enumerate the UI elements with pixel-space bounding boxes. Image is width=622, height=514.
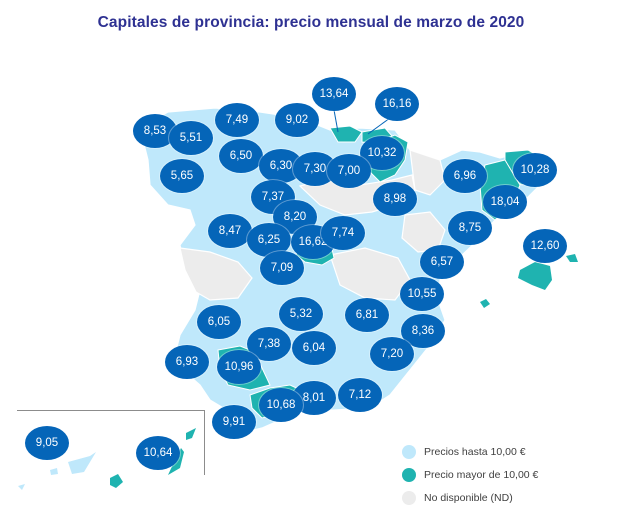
high-region-mallorca: [518, 262, 552, 290]
price-badge[interactable]: 5,51: [169, 121, 213, 155]
canary-tenerife: [68, 452, 96, 474]
nd-region-extremadura: [179, 247, 253, 301]
high-region-ibiza: [480, 299, 490, 308]
price-badge[interactable]: 13,64: [312, 77, 356, 111]
price-badge[interactable]: 6,81: [345, 298, 389, 332]
price-badge[interactable]: 10,28: [513, 153, 557, 187]
legend: Precios hasta 10,00 € Precio mayor de 10…: [402, 440, 538, 509]
price-badge[interactable]: 12,60: [523, 229, 567, 263]
price-badge[interactable]: 10,96: [217, 350, 261, 384]
canary-inset-frame: [17, 410, 205, 475]
leader-line-gipuzkoa: [367, 117, 391, 135]
leader-line-bizkaia: [333, 109, 339, 133]
canary-gran-canaria: [110, 474, 123, 488]
legend-item-nd: No disponible (ND): [402, 486, 538, 509]
price-badge[interactable]: 9,02: [275, 103, 319, 137]
legend-item-low: Precios hasta 10,00 €: [402, 440, 538, 463]
nd-region-aragon-north: [409, 149, 446, 196]
price-badge[interactable]: 7,37: [251, 180, 295, 214]
price-badge[interactable]: 9,05: [25, 426, 69, 460]
legend-label: No disponible (ND): [424, 491, 513, 504]
canary-hierro: [18, 484, 25, 490]
price-badge[interactable]: 10,68: [259, 388, 303, 422]
price-badge[interactable]: 6,57: [420, 245, 464, 279]
canary-lanzarote: [186, 428, 196, 440]
price-badge[interactable]: 6,05: [197, 305, 241, 339]
legend-item-high: Precio mayor de 10,00 €: [402, 463, 538, 486]
price-badge[interactable]: 7,00: [327, 154, 371, 188]
legend-label: Precios hasta 10,00 €: [424, 445, 526, 458]
price-badge[interactable]: 10,55: [400, 277, 444, 311]
price-badge[interactable]: 6,25: [247, 223, 291, 257]
price-badge[interactable]: 7,09: [260, 251, 304, 285]
price-badge[interactable]: 10,64: [136, 436, 180, 470]
price-badge[interactable]: 5,32: [279, 297, 323, 331]
price-badge[interactable]: 9,91: [212, 405, 256, 439]
price-badge[interactable]: 18,04: [483, 185, 527, 219]
price-badge[interactable]: 8,98: [373, 182, 417, 216]
price-badge[interactable]: 6,96: [443, 159, 487, 193]
price-badge[interactable]: 16,16: [375, 87, 419, 121]
legend-label: Precio mayor de 10,00 €: [424, 468, 539, 481]
price-badge[interactable]: 6,93: [165, 345, 209, 379]
map-title: Capitales de provincia: precio mensual d…: [97, 14, 525, 31]
price-badge[interactable]: 7,49: [215, 103, 259, 137]
price-badge[interactable]: 5,65: [160, 159, 204, 193]
canary-gomera: [50, 468, 58, 475]
swatch-low-icon: [402, 444, 416, 459]
price-badge[interactable]: 7,74: [321, 216, 365, 250]
price-badge[interactable]: 8,75: [448, 211, 492, 245]
price-badge[interactable]: 8,47: [208, 214, 252, 248]
price-badge[interactable]: 7,20: [370, 337, 414, 371]
price-badge[interactable]: 6,04: [292, 331, 336, 365]
price-badge[interactable]: 7,12: [338, 378, 382, 412]
high-region-menorca: [566, 254, 578, 262]
swatch-high-icon: [402, 467, 416, 482]
price-badge[interactable]: 6,50: [219, 139, 263, 173]
swatch-nd-icon: [402, 490, 416, 505]
